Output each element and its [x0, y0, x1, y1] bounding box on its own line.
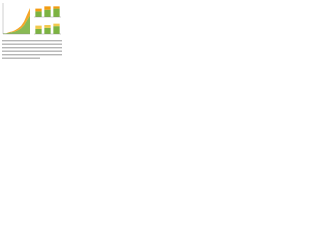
bar-segment [44, 6, 51, 10]
bar-segment [53, 23, 60, 27]
bar-segment [35, 25, 42, 29]
bar-segment [53, 6, 60, 9]
caption-line [2, 57, 40, 59]
caption-line [2, 47, 62, 49]
caption-line [2, 54, 62, 56]
bar-segment [53, 26, 60, 34]
figure [0, 0, 64, 64]
area [3, 15, 30, 34]
bar-segment [35, 8, 42, 12]
area [3, 7, 30, 34]
bar-segment [35, 28, 42, 34]
bar-segment [44, 27, 51, 34]
bar-segment [44, 9, 51, 17]
bar-segment [53, 8, 60, 17]
page: (() => { const data = JSON.parse(documen… [0, 0, 64, 64]
bar-segment [44, 25, 51, 28]
bar-segment [35, 11, 42, 17]
caption-line [2, 40, 62, 42]
caption [2, 40, 62, 59]
caption-line [2, 50, 62, 52]
caption-line [2, 43, 62, 45]
